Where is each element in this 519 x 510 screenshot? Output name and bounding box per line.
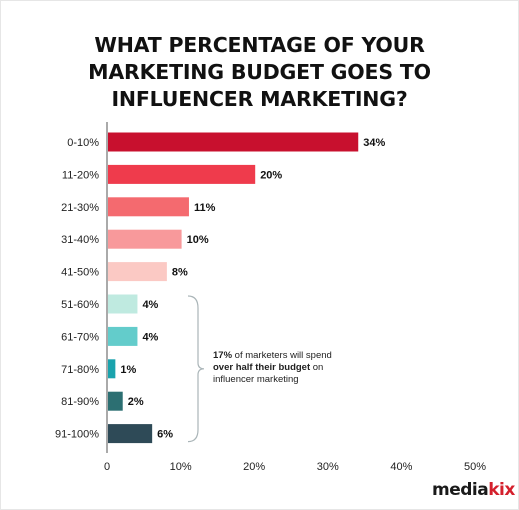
mediakix-logo: mediakix bbox=[432, 480, 515, 500]
bar bbox=[108, 391, 123, 411]
value-label: 6% bbox=[157, 429, 173, 441]
value-label: 1% bbox=[120, 364, 136, 376]
bar bbox=[108, 132, 359, 152]
x-tick-label: 10% bbox=[170, 461, 192, 473]
value-label: 8% bbox=[172, 267, 188, 279]
annotation-text-1: of marketers will spend bbox=[232, 350, 332, 361]
value-label: 34% bbox=[363, 137, 385, 149]
category-label: 31-40% bbox=[61, 234, 99, 246]
title-line-1: WHAT PERCENTAGE OF YOUR bbox=[94, 33, 425, 57]
chart-title: WHAT PERCENTAGE OF YOUR MARKETING BUDGET… bbox=[0, 32, 519, 113]
category-label: 91-100% bbox=[55, 429, 99, 441]
category-label: 81-90% bbox=[61, 396, 99, 408]
annotation-bold-1: 17% bbox=[213, 350, 233, 361]
x-tick-label: 30% bbox=[317, 461, 339, 473]
category-label: 0-10% bbox=[67, 137, 99, 149]
bar bbox=[108, 359, 116, 379]
annotation-bold-2: over half their budget bbox=[213, 362, 311, 373]
category-label: 11-20% bbox=[62, 169, 99, 181]
bar bbox=[108, 229, 182, 249]
logo-part-2: kix bbox=[488, 480, 515, 500]
bar bbox=[108, 326, 138, 346]
x-tick-label: 20% bbox=[243, 461, 265, 473]
value-label: 4% bbox=[142, 299, 158, 311]
annotation-text-2: on influencer marketing bbox=[213, 362, 324, 385]
bar bbox=[108, 294, 138, 314]
category-label: 51-60% bbox=[61, 299, 99, 311]
title-line-3: INFLUENCER MARKETING? bbox=[111, 87, 408, 111]
value-label: 4% bbox=[142, 331, 158, 343]
group-bracket bbox=[187, 295, 205, 443]
value-label: 11% bbox=[194, 202, 216, 214]
category-label: 71-80% bbox=[61, 364, 99, 376]
category-label: 61-70% bbox=[61, 331, 99, 343]
value-label: 2% bbox=[128, 396, 144, 408]
bar bbox=[108, 164, 256, 184]
annotation: 17% of marketers will spend over half the… bbox=[213, 350, 363, 386]
value-label: 10% bbox=[187, 234, 209, 246]
category-label: 21-30% bbox=[61, 202, 99, 214]
bar bbox=[108, 262, 167, 282]
x-tick-label: 50% bbox=[464, 461, 486, 473]
bar bbox=[108, 197, 189, 217]
category-label: 41-50% bbox=[61, 267, 99, 279]
x-tick-label: 40% bbox=[390, 461, 412, 473]
bar bbox=[108, 424, 153, 444]
logo-part-1: media bbox=[432, 480, 489, 500]
x-tick-label: 0 bbox=[104, 461, 110, 473]
value-label: 20% bbox=[260, 169, 282, 181]
title-line-2: MARKETING BUDGET GOES TO bbox=[88, 60, 431, 84]
